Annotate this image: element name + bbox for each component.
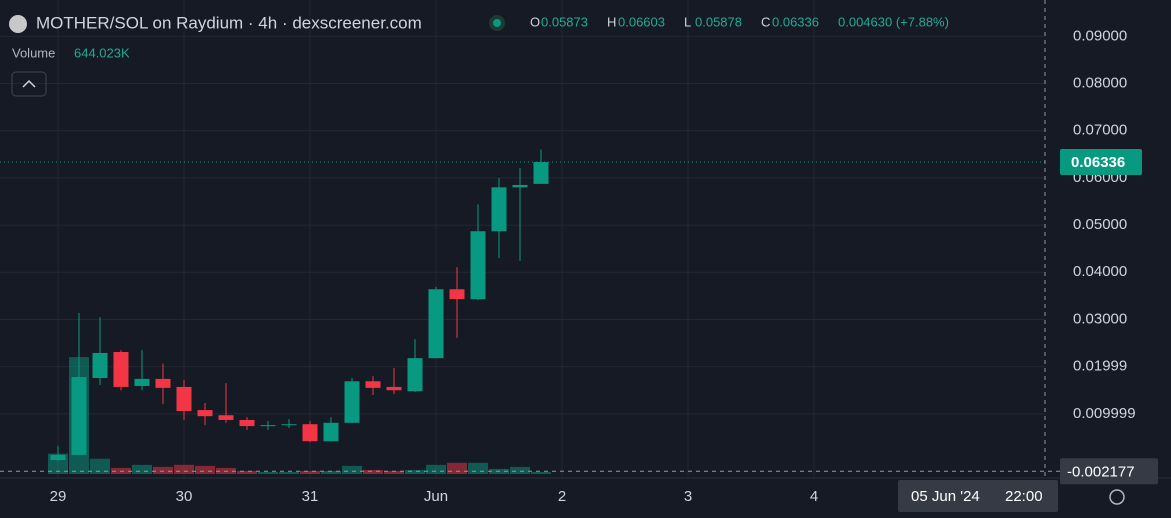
candle-body <box>386 386 402 391</box>
token-logo <box>9 15 27 33</box>
ohlc-value: 0.06603 <box>618 14 665 29</box>
ohlc-key: H <box>607 14 616 29</box>
volume-bar <box>426 464 446 474</box>
x-tick-label: 30 <box>176 488 193 505</box>
candle-body <box>281 424 297 426</box>
volume-bar <box>279 471 299 474</box>
volume-bar <box>468 462 488 474</box>
volume-bar <box>90 458 110 474</box>
volume-bar <box>363 469 383 474</box>
x-tick-label: Jun <box>424 488 448 505</box>
volume-bar <box>510 466 530 474</box>
candle-body <box>302 424 318 442</box>
ohlc-key: C <box>761 14 770 29</box>
candle-body <box>260 425 276 427</box>
candle-body <box>155 378 171 388</box>
ohlc-key: O <box>530 14 540 29</box>
candle-body <box>365 381 381 388</box>
candle-body <box>176 386 192 411</box>
volume-label: Volume <box>12 45 55 60</box>
y-tick-label: 0.09000 <box>1073 27 1127 44</box>
candle-body <box>218 415 234 420</box>
crosshair-price-label: -0.002177 <box>1067 463 1135 480</box>
volume-bar <box>300 470 320 474</box>
x-tick-label: 2 <box>558 488 566 505</box>
ohlc-value: 0.06336 <box>772 14 819 29</box>
candle-body <box>407 358 423 392</box>
y-tick-label: 0.08000 <box>1073 74 1127 91</box>
x-tick-label: 31 <box>302 488 319 505</box>
candle-body <box>512 184 528 188</box>
ohlc-legend: O 0.05873 H 0.06603 L 0.05878 C 0.06336 0.004630… <box>530 14 949 29</box>
volume-bar <box>447 462 467 474</box>
y-tick-label: 0.03000 <box>1073 310 1127 327</box>
volume-bar <box>384 470 404 474</box>
candle-body <box>50 454 66 461</box>
y-tick-label: 0.05000 <box>1073 216 1127 233</box>
status-dot <box>493 19 501 27</box>
volume-bar <box>531 471 551 474</box>
collapse-icon <box>22 79 36 88</box>
last-price-label: 0.06336 <box>1071 154 1125 171</box>
candle-body <box>71 377 87 455</box>
ohlc-change: 0.004630 (+7.88%) <box>838 14 949 29</box>
last-price-box <box>1060 149 1142 176</box>
volume-bar <box>174 464 194 474</box>
candle-body <box>491 187 507 232</box>
ohlc-key: L <box>684 14 691 29</box>
y-tick-label: 0.009999 <box>1073 405 1136 422</box>
volume-bar <box>237 470 257 474</box>
volume-bar <box>258 471 278 474</box>
volume-bar <box>405 469 425 474</box>
volume-bar <box>342 465 362 474</box>
collapse-button[interactable] <box>11 71 47 97</box>
candle-body <box>92 352 108 378</box>
settings-icon[interactable] <box>1109 489 1125 505</box>
candle-body <box>344 381 360 423</box>
ohlc-value: 0.05873 <box>541 14 588 29</box>
grid <box>0 0 1045 478</box>
x-tick-label: 4 <box>810 488 818 505</box>
ohlc-value: 0.05878 <box>695 14 742 29</box>
volume-value: 644.023K <box>74 45 130 60</box>
y-tick-label: 0.01999 <box>1073 358 1127 375</box>
candle-body <box>113 352 129 387</box>
volume-bar <box>153 466 173 474</box>
volume-bar <box>195 465 215 474</box>
candle-body <box>470 231 486 300</box>
candle-body <box>428 289 444 359</box>
x-tick-label: 3 <box>684 488 692 505</box>
candle-body <box>323 422 339 442</box>
candle-body <box>134 378 150 386</box>
y-tick-label: 0.04000 <box>1073 263 1127 280</box>
x-tick-label: 29 <box>50 488 67 505</box>
crosshair-time-box <box>898 480 1058 512</box>
y-tick-label: 0.07000 <box>1073 122 1127 139</box>
axes: 0.090000.080000.070000.060000.050000.040… <box>0 27 1158 512</box>
candle-body <box>197 410 213 417</box>
candle-body <box>449 289 465 300</box>
crosshair-date: 05 Jun '24 <box>911 488 980 505</box>
crosshair-time: 22:00 <box>1005 488 1043 505</box>
candle-body <box>239 419 255 427</box>
crosshair-price-box <box>1060 458 1158 485</box>
chart-title: MOTHER/SOL on Raydium · 4h · dexscreener… <box>36 13 422 32</box>
volume-bar <box>321 470 341 474</box>
candle-body <box>533 162 549 184</box>
volume-bar <box>132 464 152 474</box>
